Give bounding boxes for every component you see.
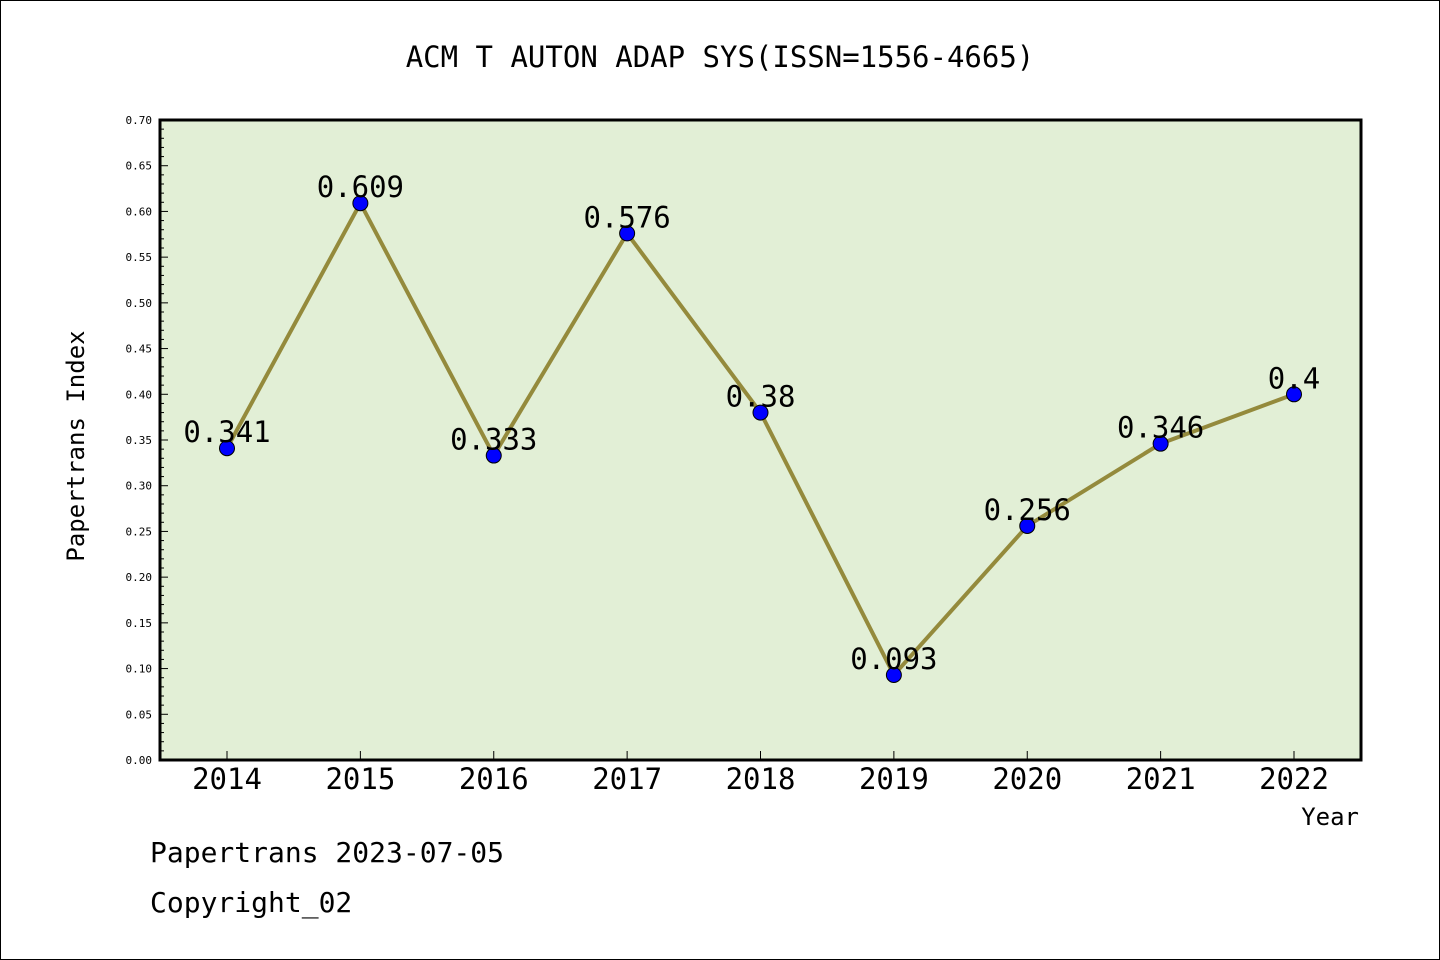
data-point-label: 0.256 <box>984 493 1071 527</box>
data-point-marker <box>352 195 369 212</box>
data-point-label: 0.333 <box>450 423 537 457</box>
data-point-marker <box>885 666 902 683</box>
x-tick-label: 2014 <box>192 762 262 796</box>
y-tick-label: 0.35 <box>126 434 153 447</box>
x-axis-tick-labels: 2014 2015 2016 2017 2018 2019 2020 2021 2022 <box>192 762 1329 796</box>
y-axis-label: Papertrans Index <box>62 330 90 561</box>
plot-border <box>158 118 1363 762</box>
y-tick-label: 0.60 <box>126 205 153 218</box>
data-point-marker <box>1152 435 1169 452</box>
x-tick-label: 2022 <box>1259 762 1329 796</box>
data-point-marker <box>219 440 235 457</box>
y-tick-label: 0.20 <box>126 571 153 584</box>
y-tick-label: 0.10 <box>126 663 153 676</box>
footer-date-text: Papertrans 2023-07-05 <box>150 836 505 869</box>
data-point-marker <box>1286 386 1302 403</box>
footer-copyright-text: Copyright_02 <box>150 886 353 919</box>
data-point-label: 0.38 <box>726 380 796 414</box>
y-tick-label: 0.65 <box>126 160 153 173</box>
y-tick-label: 0.50 <box>126 297 153 310</box>
data-labels: 0.341 0.609 0.333 0.576 0.38 0.093 0.256 0.346 0… <box>183 170 1320 676</box>
y-tick-label: 0.25 <box>126 525 153 538</box>
y-tick-label: 0.40 <box>126 388 153 401</box>
chart-title: ACM T AUTON ADAP SYS(ISSN=1556-4665) <box>406 40 1035 74</box>
x-tick-label: 2015 <box>325 762 395 796</box>
data-point-marker <box>752 404 769 421</box>
x-tick-label: 2019 <box>859 762 929 796</box>
y-tick-label: 0.15 <box>126 617 153 630</box>
data-point-marker <box>619 225 636 242</box>
y-tick-label: 0.45 <box>126 343 153 356</box>
data-point-label: 0.341 <box>183 415 270 449</box>
x-tick-label: 2021 <box>1126 762 1196 796</box>
data-point-marker <box>1019 517 1036 534</box>
y-tick-label: 0.70 <box>126 114 153 127</box>
y-tick-label: 0.55 <box>126 251 153 264</box>
data-point-label: 0.093 <box>850 642 937 676</box>
x-tick-label: 2020 <box>992 762 1062 796</box>
data-point-label: 0.4 <box>1268 361 1320 395</box>
data-point-label: 0.576 <box>583 200 670 234</box>
data-point-label: 0.609 <box>317 170 404 204</box>
y-tick-label: 0.30 <box>126 480 153 493</box>
series-markers <box>219 195 1302 683</box>
y-axis-tick-labels: 0.00 0.05 0.10 0.15 0.20 0.25 0.30 0.35 0.40 0.45… <box>126 114 153 767</box>
x-tick-label: 2018 <box>726 762 796 796</box>
data-point-label: 0.346 <box>1117 411 1204 445</box>
data-point-marker <box>485 447 502 464</box>
x-tick-label: 2016 <box>459 762 529 796</box>
y-tick-label: 0.00 <box>126 754 153 767</box>
y-tick-label: 0.05 <box>126 708 153 721</box>
x-axis-label: Year <box>1301 803 1359 831</box>
x-tick-label: 2017 <box>592 762 662 796</box>
